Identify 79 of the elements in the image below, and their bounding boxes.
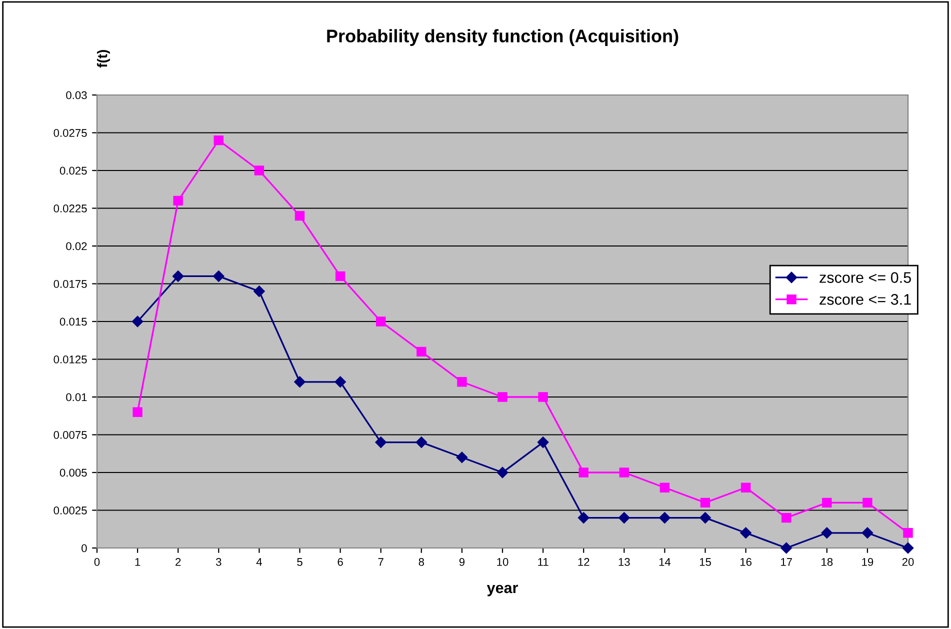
point — [294, 376, 306, 388]
point — [334, 376, 346, 388]
y-tick-label: 0.0075 — [54, 431, 87, 439]
point — [538, 392, 548, 402]
point — [740, 482, 751, 492]
y-tick-label: 0.0175 — [54, 280, 87, 288]
y-tick-label: 0.0025 — [54, 506, 87, 514]
point — [618, 512, 630, 524]
point — [780, 542, 792, 554]
y-tick-label: 0.0225 — [54, 204, 87, 212]
x-tick-label: 8 — [418, 558, 424, 566]
x-tick-label: 10 — [497, 558, 508, 566]
y-tick-label: 0.005 — [60, 468, 87, 477]
point — [457, 377, 467, 387]
y-tick-label: 0.0275 — [54, 129, 87, 137]
x-tick-label: 11 — [538, 558, 548, 566]
x-tick-label: 0 — [94, 558, 100, 566]
point — [456, 452, 468, 464]
y-tick-label: 0.01 — [66, 393, 87, 402]
x-tick-label: 16 — [740, 558, 752, 566]
x-tick-label: 9 — [459, 558, 465, 566]
y-tick-label: 0.03 — [66, 91, 87, 100]
x-tick-label: 12 — [578, 558, 590, 566]
point — [335, 271, 346, 282]
chart-title: Probability density function (Acquisition) — [327, 29, 678, 46]
x-tick-label: 6 — [338, 558, 343, 566]
x-tick-label: 19 — [862, 558, 874, 566]
legend-label: zscore <= 0.5 — [820, 272, 911, 283]
point — [132, 316, 144, 328]
point — [537, 436, 549, 448]
point — [862, 527, 874, 539]
point — [740, 527, 752, 539]
point — [660, 482, 670, 492]
x-tick-label: 18 — [822, 558, 833, 566]
point — [416, 346, 426, 357]
x-tick-label: 2 — [176, 558, 181, 566]
x-axis-title: year — [486, 584, 518, 596]
x-tick-label: 20 — [902, 558, 914, 566]
point — [132, 407, 142, 417]
point — [578, 468, 588, 478]
point — [821, 527, 833, 539]
point — [213, 270, 224, 282]
point — [862, 498, 872, 508]
point — [375, 436, 386, 448]
y-tick-label: 0 — [82, 544, 87, 552]
point — [173, 196, 183, 206]
y-tick-label: 0.02 — [66, 242, 87, 250]
x-tick-label: 4 — [256, 558, 262, 566]
point — [496, 466, 508, 478]
x-tick-label: 3 — [216, 558, 222, 566]
y-axis-title: f(t) — [97, 50, 110, 68]
point — [416, 436, 428, 448]
point — [294, 210, 305, 221]
point — [172, 270, 184, 282]
x-tick-label: 5 — [297, 558, 302, 566]
point — [903, 528, 913, 538]
y-tick-label: 0.0125 — [54, 356, 87, 364]
point — [376, 316, 386, 326]
point — [659, 512, 670, 524]
y-tick-label: 0.015 — [60, 318, 87, 326]
point — [578, 512, 590, 524]
point — [214, 135, 224, 146]
x-tick-label: 7 — [378, 558, 384, 566]
point — [619, 468, 630, 478]
point — [254, 166, 264, 176]
x-tick-label: 13 — [618, 558, 630, 566]
x-tick-label: 14 — [659, 558, 671, 566]
point — [902, 542, 914, 554]
point — [781, 512, 792, 523]
x-tick-label: 15 — [700, 558, 711, 566]
y-tick-label: 0.025 — [60, 166, 87, 175]
point — [700, 512, 711, 524]
point — [498, 392, 508, 402]
point — [700, 498, 710, 508]
point — [822, 498, 832, 508]
x-tick-label: 1 — [135, 558, 140, 566]
x-tick-label: 17 — [781, 558, 792, 566]
legend-label: zscore <= 3.1 — [820, 294, 911, 305]
point — [254, 286, 265, 297]
